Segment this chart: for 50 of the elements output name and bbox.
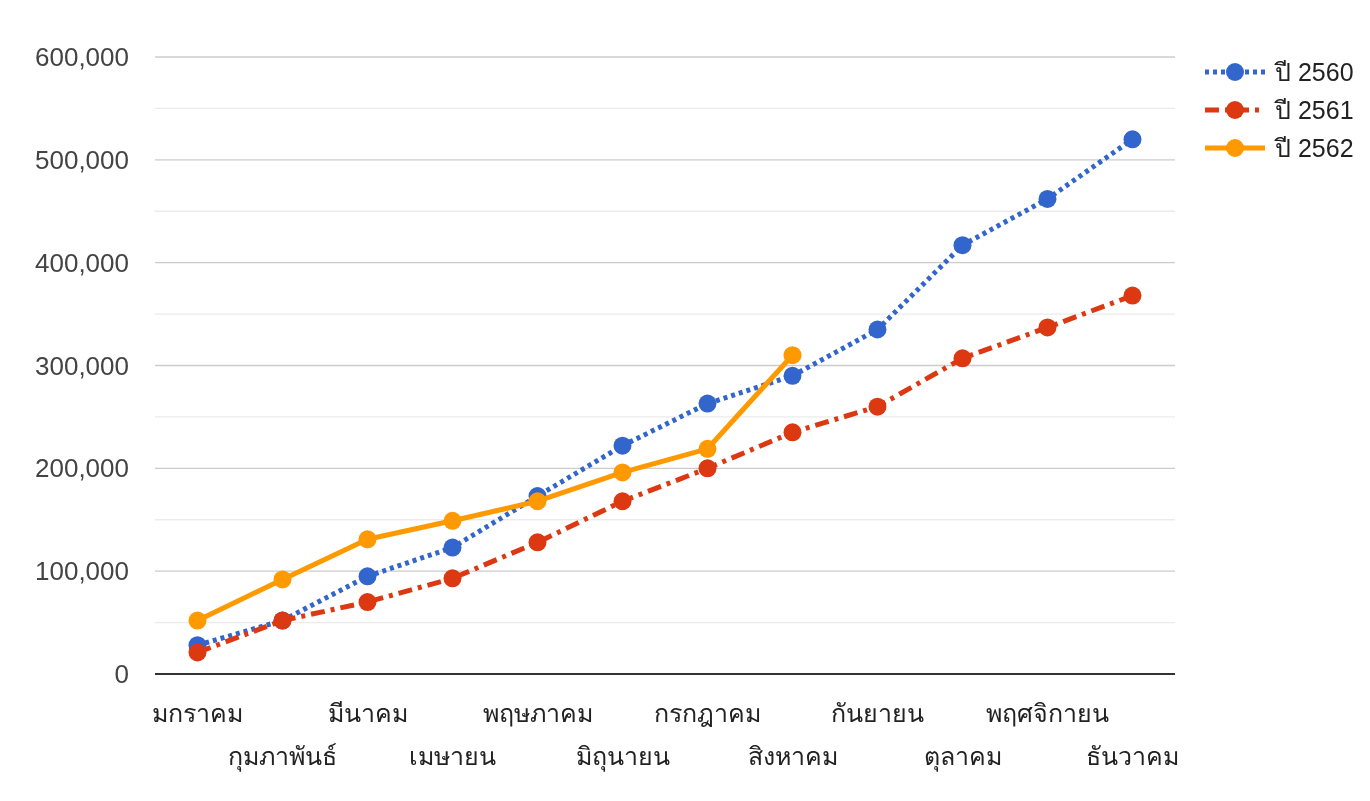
point <box>273 570 292 589</box>
point <box>188 643 207 662</box>
point <box>1038 189 1057 208</box>
point <box>443 569 462 588</box>
x-tick-label: ตุลาคม <box>923 742 1002 772</box>
point <box>783 346 802 365</box>
legend-label: ปี 2560 <box>1274 58 1354 86</box>
x-tick-label: มกราคม <box>152 699 243 727</box>
x-tick-label: มิถุนายน <box>575 742 670 772</box>
point <box>698 439 717 458</box>
point <box>868 320 887 339</box>
y-tick-label: 600,000 <box>35 42 129 72</box>
point <box>783 423 802 442</box>
y-tick-label: 300,000 <box>35 350 129 381</box>
y-tick-label: 0 <box>114 659 129 689</box>
point <box>783 366 802 385</box>
x-tick-label: พฤศจิกายน <box>986 699 1109 727</box>
point <box>188 611 207 630</box>
point <box>953 236 972 255</box>
point <box>358 530 377 549</box>
x-tick-label: มีนาคม <box>327 699 408 727</box>
x-tick-label: กันยายน <box>831 699 924 727</box>
point <box>613 436 632 455</box>
x-tick-label: กรกฎาคม <box>654 699 761 727</box>
legend-label: ปี 2562 <box>1274 134 1354 162</box>
point <box>358 593 377 612</box>
point <box>698 459 717 478</box>
point <box>443 511 462 530</box>
x-tick-label: เมษายน <box>409 742 496 770</box>
point <box>613 463 632 482</box>
point <box>953 349 972 368</box>
y-tick-label: 400,000 <box>35 247 129 278</box>
point <box>698 394 717 413</box>
x-tick-label: พฤษภาคม <box>482 699 593 727</box>
point <box>358 567 377 586</box>
point <box>1123 130 1142 149</box>
point <box>528 492 547 511</box>
y-tick-label: 500,000 <box>35 144 129 175</box>
point <box>528 533 547 552</box>
y-tick-label: 200,000 <box>35 453 129 484</box>
legend-label: ปี 2561 <box>1274 96 1354 124</box>
point <box>613 492 632 511</box>
point <box>443 538 462 557</box>
y-tick-label: 100,000 <box>35 556 129 587</box>
x-tick-label: กุมภาพันธ์ <box>228 742 337 772</box>
x-tick-label: ธันวาคม <box>1086 742 1179 770</box>
x-tick-label: สิงหาคม <box>747 742 838 770</box>
point <box>1123 286 1142 305</box>
point <box>868 397 887 416</box>
point <box>1038 318 1057 337</box>
